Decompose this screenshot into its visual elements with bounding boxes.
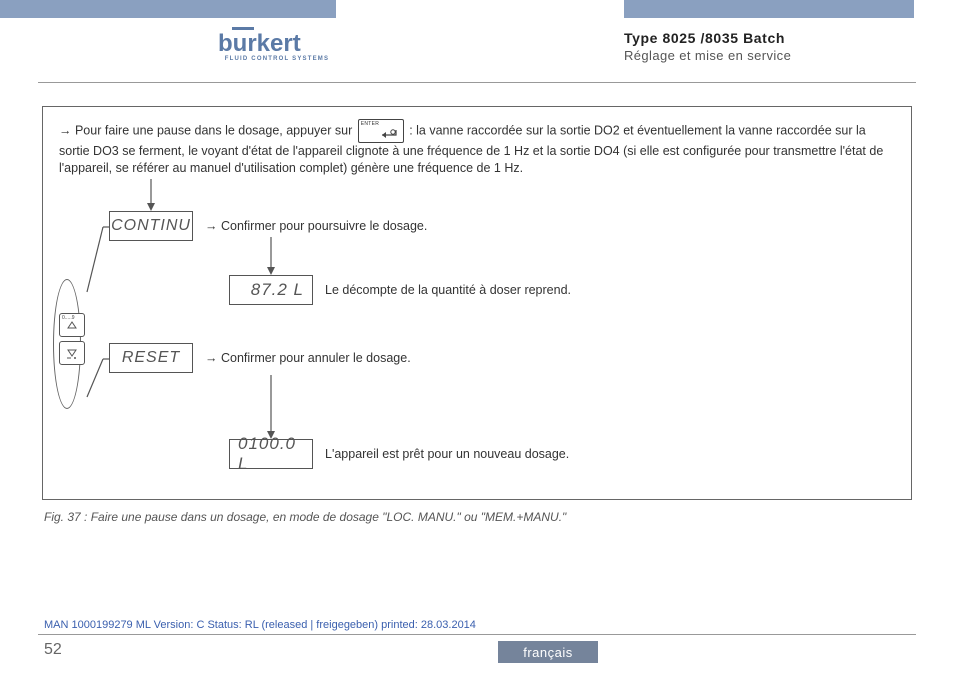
language-tab: français <box>498 641 598 663</box>
brand-logo: burkert FLUID CONTROL SYSTEMS <box>218 30 336 62</box>
brand-word: burkert <box>218 30 336 58</box>
header-accent-right <box>624 0 914 18</box>
brand-word-text: burkert <box>218 30 301 57</box>
flow-arrows <box>43 107 911 499</box>
page-number: 52 <box>44 641 62 659</box>
document-subtitle: Réglage et mise en service <box>624 48 791 63</box>
instruction-panel: → Pour faire une pause dans le dosage, a… <box>42 106 912 500</box>
footer-divider <box>38 634 916 635</box>
document-title-block: Type 8025 /8035 Batch Réglage et mise en… <box>624 30 791 63</box>
manual-reference-line: MAN 1000199279 ML Version: C Status: RL … <box>44 619 476 631</box>
document-title: Type 8025 /8035 Batch <box>624 30 791 46</box>
figure-caption: Fig. 37 : Faire une pause dans un dosage… <box>44 510 566 524</box>
header-divider <box>38 82 916 83</box>
header-accent-left <box>0 0 336 18</box>
